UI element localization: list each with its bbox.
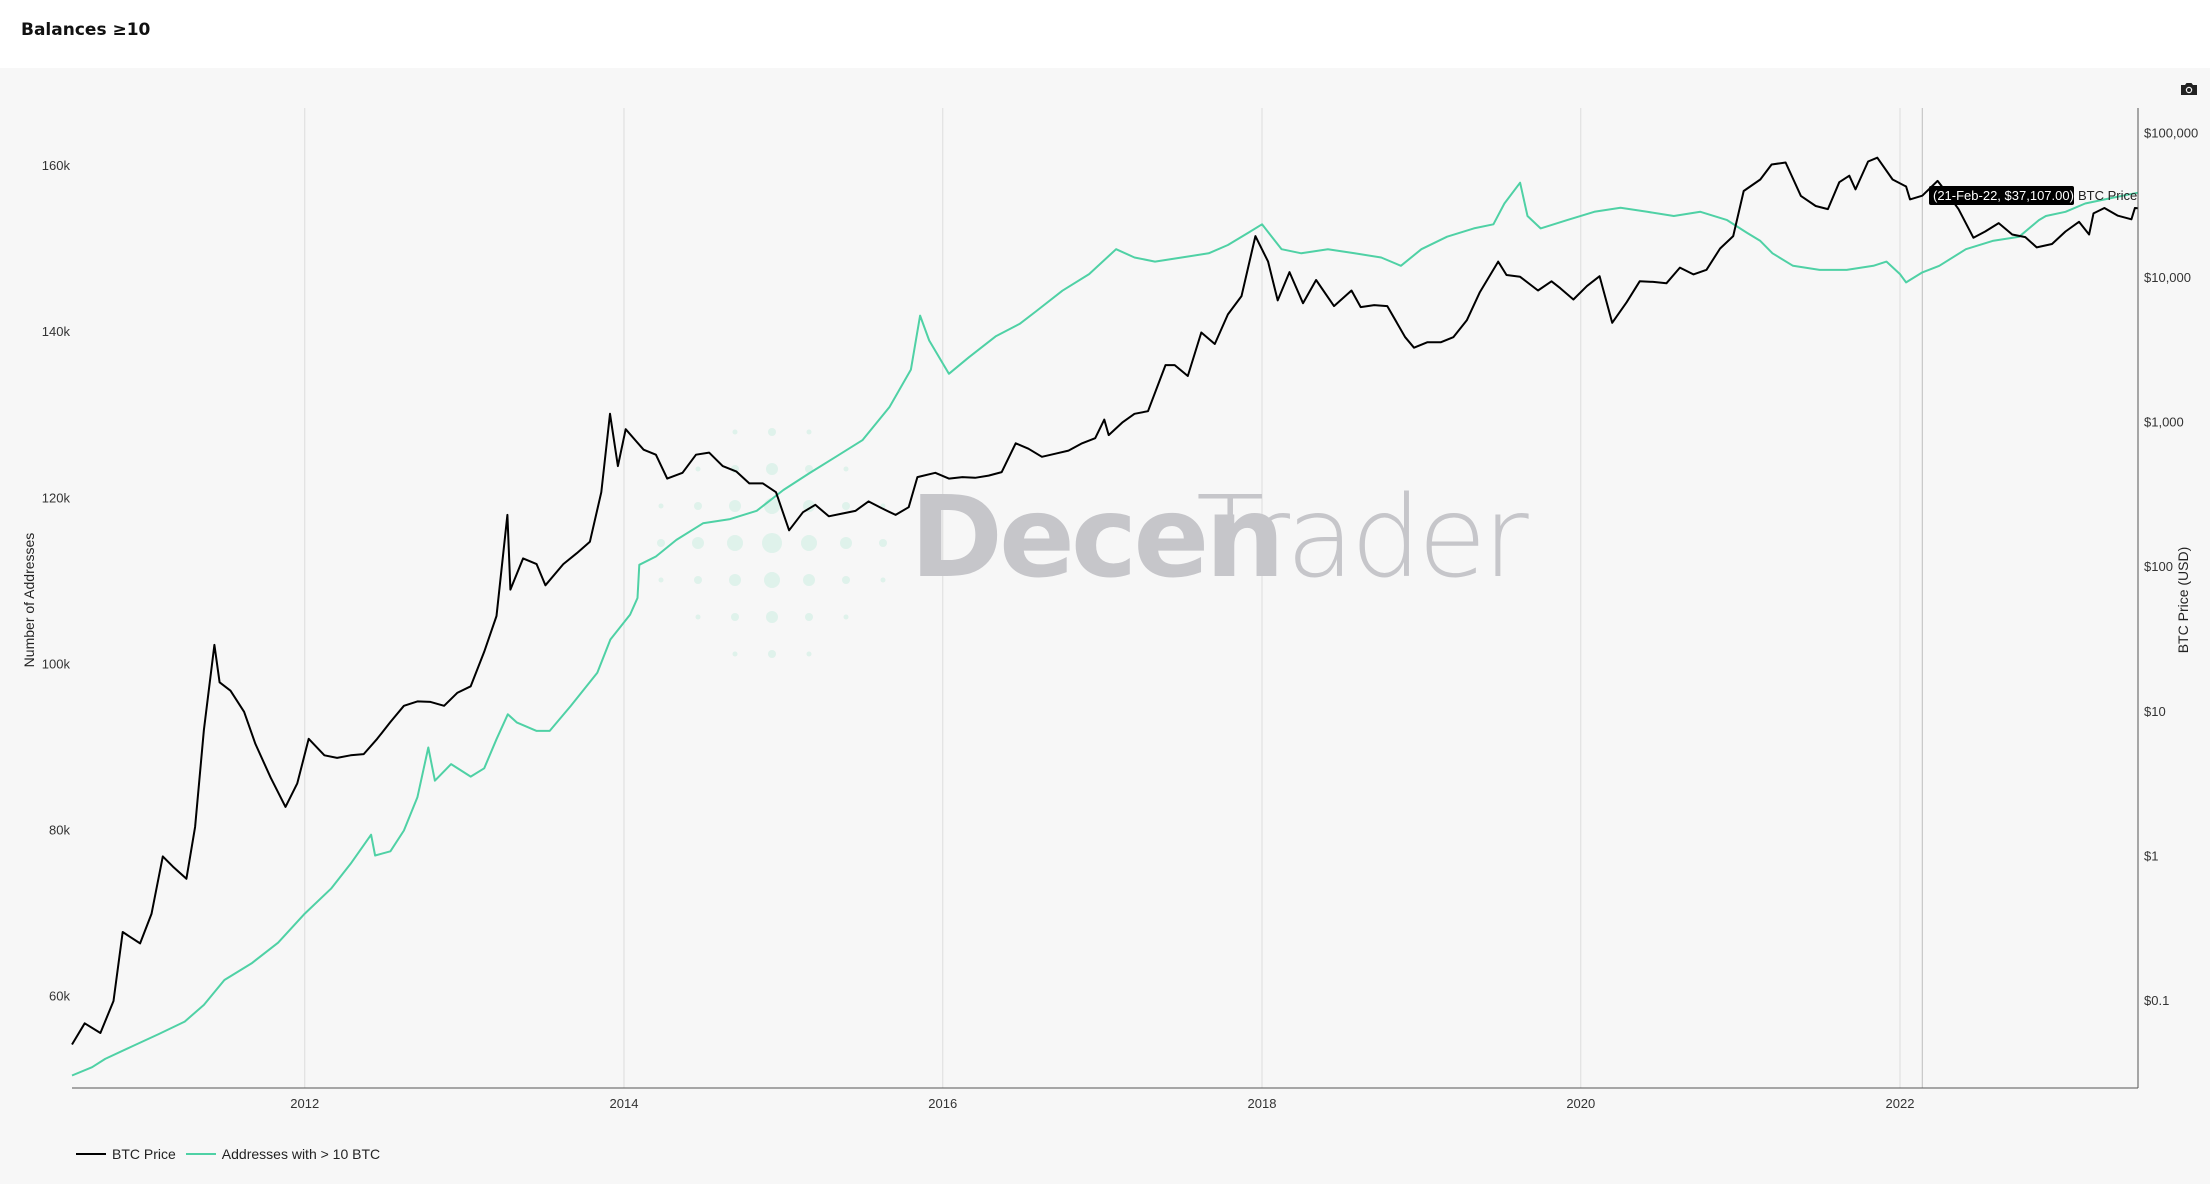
- grid-lines: [304, 108, 1923, 1088]
- tooltip: (21-Feb-22, $37,107.00) BTC Price: [1929, 186, 2137, 205]
- legend: BTC Price Addresses with > 10 BTC: [76, 1146, 380, 1162]
- y2-axis-title: BTC Price (USD): [2175, 547, 2191, 654]
- series-line-addresses: [71, 181, 2139, 1077]
- axes: 2012 2014 2016 2018 2020 2022 60k 80k 100k 120k 14…: [42, 108, 2198, 1111]
- watermark-dot: [764, 498, 780, 514]
- watermark-dot: [764, 572, 780, 588]
- watermark-dot: [843, 614, 849, 620]
- y-axis-title: Number of Addresses: [21, 533, 37, 668]
- watermark-dot: [766, 463, 778, 475]
- legend-swatch-btc-price: [76, 1153, 106, 1155]
- watermark-dot: [731, 613, 739, 621]
- legend-item-addresses[interactable]: Addresses with > 10 BTC: [185, 1146, 381, 1162]
- legend-label-addresses: Addresses with > 10 BTC: [221, 1146, 381, 1162]
- series-line-btc-price: [71, 156, 2139, 1046]
- page-title: Balances ≥10: [21, 20, 151, 40]
- watermark-text-bold: Decen: [910, 473, 1281, 603]
- y2-tick-label-$100: $100: [2144, 559, 2173, 574]
- watermark-dots-logo: [657, 428, 887, 658]
- watermark-dot: [766, 611, 778, 623]
- watermark-dot: [803, 574, 815, 586]
- y-tick-label-140k: 140k: [42, 324, 71, 339]
- watermark-dot: [842, 576, 850, 584]
- tooltip-text: (21-Feb-22, $37,107.00): [1933, 188, 2074, 203]
- x-tick-label-2012: 2012: [290, 1096, 319, 1111]
- y-tick-label-80k: 80k: [49, 823, 70, 838]
- y-tick-label-160k: 160k: [42, 158, 71, 173]
- watermark-dot: [762, 533, 782, 553]
- watermark-dot: [842, 502, 850, 510]
- watermark-dot: [840, 537, 852, 549]
- y-tick-label-100k: 100k: [42, 656, 71, 671]
- watermark-dot: [768, 650, 776, 658]
- chart-area[interactable]: Decen Trader 2012 2014 2016 2018 2020 2022 60k…: [0, 68, 2210, 1179]
- y2-tick-label-$1,000: $1,000: [2144, 415, 2184, 430]
- watermark-dot: [801, 535, 817, 551]
- x-tick-label-2020: 2020: [1566, 1096, 1595, 1111]
- tooltip-series-label: BTC Price: [2078, 188, 2137, 203]
- watermark-dot: [658, 577, 664, 583]
- y2-tick-label-$100,000: $100,000: [2144, 125, 2198, 140]
- watermark-dot: [695, 614, 701, 620]
- y2-tick-label-$0.1: $0.1: [2144, 993, 2169, 1008]
- legend-item-btc-price[interactable]: BTC Price: [76, 1146, 176, 1162]
- watermark: Decen Trader: [657, 428, 1533, 658]
- watermark-dot: [805, 613, 813, 621]
- watermark-dot: [727, 535, 743, 551]
- x-tick-label-2014: 2014: [610, 1096, 639, 1111]
- series-layer: [71, 156, 2139, 1077]
- watermark-dot: [729, 574, 741, 586]
- watermark-dot: [879, 539, 887, 547]
- tooltip-box: [1929, 186, 2074, 205]
- watermark-dot: [692, 537, 704, 549]
- x-tick-label-2022: 2022: [1886, 1096, 1915, 1111]
- x-tick-label-2018: 2018: [1248, 1096, 1277, 1111]
- y2-tick-label-$10: $10: [2144, 704, 2166, 719]
- y-tick-label-60k: 60k: [49, 989, 70, 1004]
- watermark-dot: [806, 651, 812, 657]
- watermark-dot: [732, 651, 738, 657]
- watermark-dot: [805, 465, 813, 473]
- x-tick-label-2016: 2016: [928, 1096, 957, 1111]
- watermark-dot: [768, 428, 776, 436]
- legend-swatch-addresses: [185, 1153, 216, 1155]
- header-bar: Balances ≥10: [0, 0, 2210, 68]
- y2-tick-label-$10,000: $10,000: [2144, 270, 2191, 285]
- watermark-dot: [695, 466, 701, 472]
- watermark-dot: [657, 539, 665, 547]
- watermark-dot: [880, 577, 886, 583]
- camera-icon[interactable]: [2180, 82, 2198, 96]
- watermark-dot: [658, 503, 664, 509]
- watermark-dot: [843, 466, 849, 472]
- watermark-dot: [732, 429, 738, 435]
- watermark-dot: [694, 576, 702, 584]
- balances-chart[interactable]: Decen Trader 2012 2014 2016 2018 2020 2022 60k…: [0, 68, 2210, 1179]
- watermark-dot: [803, 500, 815, 512]
- y-tick-label-120k: 120k: [42, 490, 71, 505]
- watermark-dot: [729, 500, 741, 512]
- y2-tick-label-$1: $1: [2144, 848, 2158, 863]
- watermark-dot: [806, 429, 812, 435]
- legend-label-btc-price: BTC Price: [112, 1146, 176, 1162]
- watermark-text-light: Trader: [1196, 473, 1529, 603]
- watermark-dot: [694, 502, 702, 510]
